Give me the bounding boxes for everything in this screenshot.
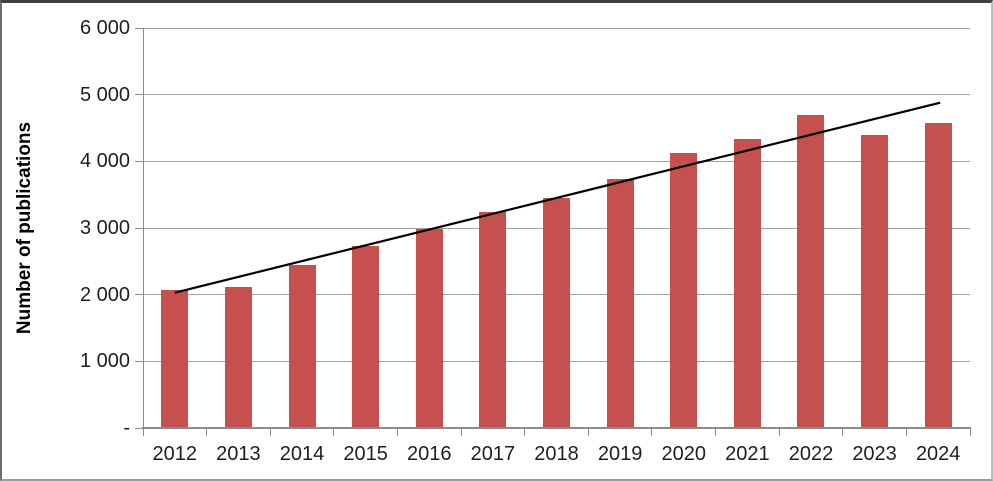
y-axis-label-4: 2 000 [79,283,130,306]
bar-2015 [352,246,380,428]
x-axis-label-2012: 2012 [152,443,198,465]
y-axis-label-3: 3 000 [79,217,130,239]
y-axis-label-6: - [123,417,130,439]
y-axis-line [143,28,144,428]
x-axis-tick [333,429,335,436]
x-axis-tick [778,429,780,436]
y-axis-title: Number of publications [14,121,35,335]
x-axis-tick [524,429,526,436]
x-axis-line [142,427,971,429]
x-axis-tick [969,429,971,436]
x-axis-label-2014: 2014 [279,443,325,465]
x-axis-label-2015: 2015 [343,443,388,465]
y-axis-label-1: 5 000 [79,83,130,106]
y-axis-label-2: 4 000 [79,150,130,173]
bar-2013 [224,287,252,428]
x-axis-label-2016: 2016 [407,443,452,465]
bar-2022 [797,114,825,428]
x-axis-label-2021: 2021 [725,443,770,465]
bar-2024 [924,122,952,428]
bar-2016 [415,229,443,428]
x-axis-tick [460,429,462,436]
x-axis-label-2018: 2018 [534,443,579,465]
y-axis-tick [135,227,143,229]
x-axis-tick [715,429,717,436]
x-axis-tick [651,429,653,436]
y-axis-tick [135,427,143,429]
bar-2019 [606,179,634,428]
bar-2014 [288,265,316,428]
x-axis-tick [905,429,907,436]
y-axis-tick [135,294,143,296]
bar-2021 [733,139,761,428]
bar-2023 [861,134,889,428]
x-axis-tick [842,429,844,436]
x-axis-label-2019: 2019 [597,443,643,465]
gridline-6000 [143,27,970,29]
x-axis-label-2024: 2024 [915,443,961,465]
bar-2020 [670,153,698,428]
bar-2018 [543,198,570,428]
linear-trendline [174,101,941,294]
x-axis-tick [142,429,144,436]
x-axis-label-2023: 2023 [852,443,897,465]
x-axis-label-2020: 2020 [661,443,706,465]
y-axis-tick [135,160,143,162]
gridline-5000 [143,94,970,96]
y-axis-tick [135,360,143,362]
y-axis-tick [135,27,143,29]
y-axis-label-5: 1 000 [79,350,130,373]
y-axis-tick [135,94,143,96]
bar-2012 [161,290,189,428]
x-axis-tick [396,429,398,436]
y-axis-label-0: 6 000 [79,17,130,39]
bar-2017 [479,212,507,428]
x-axis-tick [587,429,589,436]
x-axis-tick [206,429,208,436]
x-axis-label-2013: 2013 [216,443,261,465]
plot-area [135,27,971,436]
x-axis-tick [269,429,271,436]
trendline-layer [174,101,941,294]
gridline-4000 [143,160,970,162]
x-axis-label-2022: 2022 [788,443,834,465]
x-axis-label-2017: 2017 [470,443,516,465]
